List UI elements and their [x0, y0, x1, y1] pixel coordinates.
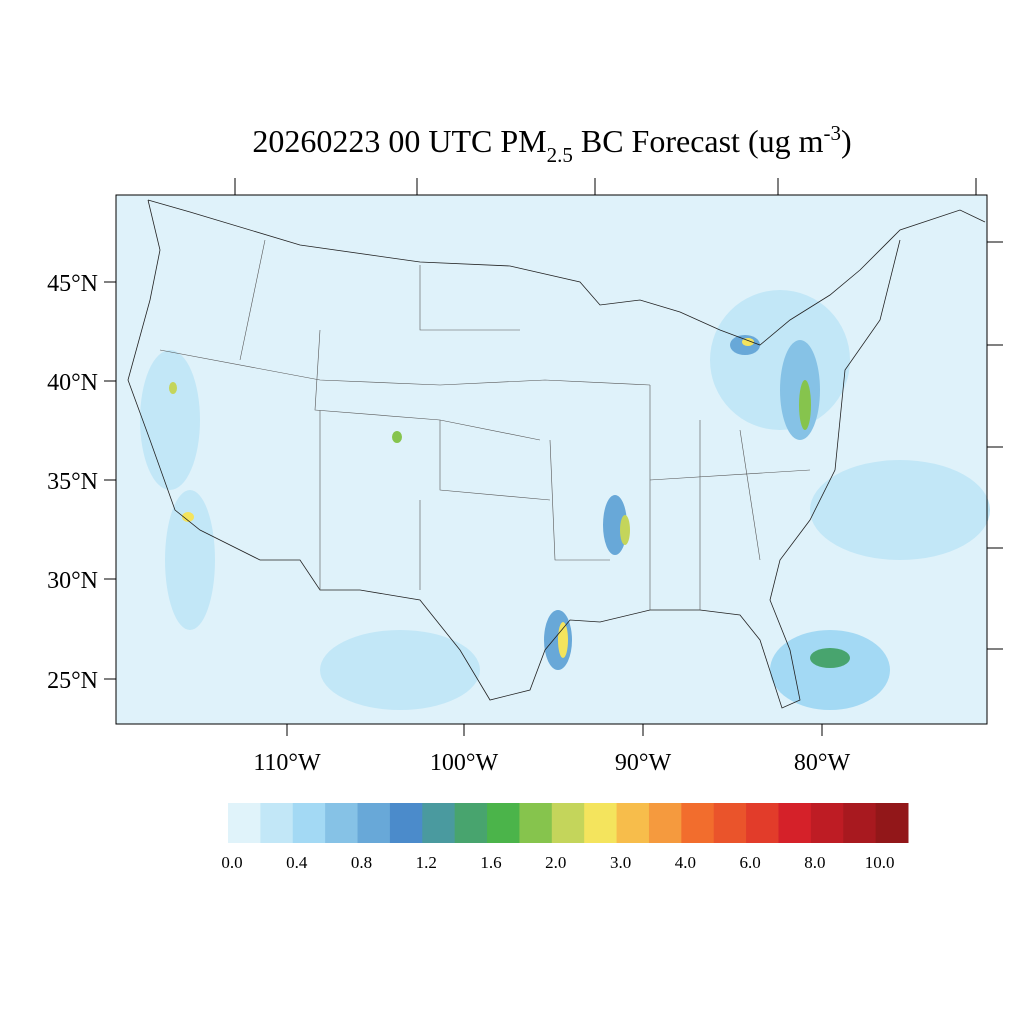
colorbar-swatch — [778, 803, 812, 843]
colorbar-swatch — [810, 803, 844, 843]
lat-label: 30°N — [47, 568, 98, 594]
colorbar-swatch — [875, 803, 909, 843]
coastline — [127, 199, 986, 709]
colorbar-swatch — [551, 803, 585, 843]
colorbar-swatch — [648, 803, 682, 843]
lat-label: 45°N — [47, 271, 98, 297]
lon-label: 110°W — [253, 750, 321, 776]
colorbar-swatch — [746, 803, 779, 843]
colorbar-label: 3.0 — [610, 853, 631, 872]
colorbar-label: 6.0 — [739, 853, 760, 872]
colorbar-swatch — [357, 803, 391, 843]
lon-label: 90°W — [615, 750, 672, 776]
title-end: ) — [841, 123, 852, 159]
colorbar-swatch — [584, 803, 618, 843]
lat-label: 25°N — [47, 668, 98, 694]
colorbar-swatch — [260, 803, 294, 843]
colorbar-swatch — [843, 803, 877, 843]
colorbar-label: 0.8 — [351, 853, 372, 872]
colorbar-swatch — [228, 803, 261, 843]
lat-label: 35°N — [47, 469, 98, 495]
axis-labels: 45°N 40°N 35°N 30°N 25°N 110°W 100°W 90°W 80°W — [47, 271, 850, 776]
colorbar-swatch — [454, 803, 488, 843]
colorbar-label: 1.2 — [416, 853, 437, 872]
colorbar-label: 4.0 — [675, 853, 696, 872]
lon-label: 100°W — [430, 750, 499, 776]
colorbar-label: 2.0 — [545, 853, 566, 872]
colorbar-swatch — [616, 803, 650, 843]
colorbar: 0.0 0.4 0.8 1.2 1.6 2.0 3.0 4.0 6.0 8.0 10.0 — [221, 803, 909, 872]
colorbar-swatch — [292, 803, 326, 843]
map-frame — [115, 194, 988, 725]
map — [104, 178, 1003, 736]
colorbar-swatch — [325, 803, 359, 843]
lon-label: 80°W — [794, 750, 851, 776]
title: 20260223 00 UTC PM2.5 BC Forecast (ug m-… — [252, 121, 851, 167]
colorbar-label: 8.0 — [804, 853, 825, 872]
colorbar-label: 1.6 — [480, 853, 501, 872]
colorbar-label: 0.4 — [286, 853, 308, 872]
colorbar-swatch — [389, 803, 423, 843]
colorbar-swatch — [519, 803, 553, 843]
colorbar-swatch — [713, 803, 747, 843]
title-sup: -3 — [823, 121, 841, 145]
colorbar-label: 0.0 — [221, 853, 242, 872]
title-rest: BC Forecast (ug m — [573, 123, 824, 159]
colorbar-swatch — [487, 803, 520, 843]
state-borders — [159, 239, 811, 610]
colorbar-swatch — [422, 803, 456, 843]
frame-ticks — [104, 178, 1003, 736]
concentration-fields — [140, 290, 990, 710]
lat-label: 40°N — [47, 370, 98, 396]
title-sub: 2.5 — [547, 143, 573, 167]
colorbar-swatch — [681, 803, 715, 843]
colorbar-label: 10.0 — [865, 853, 895, 872]
title-main: 20260223 00 UTC PM — [252, 123, 546, 159]
